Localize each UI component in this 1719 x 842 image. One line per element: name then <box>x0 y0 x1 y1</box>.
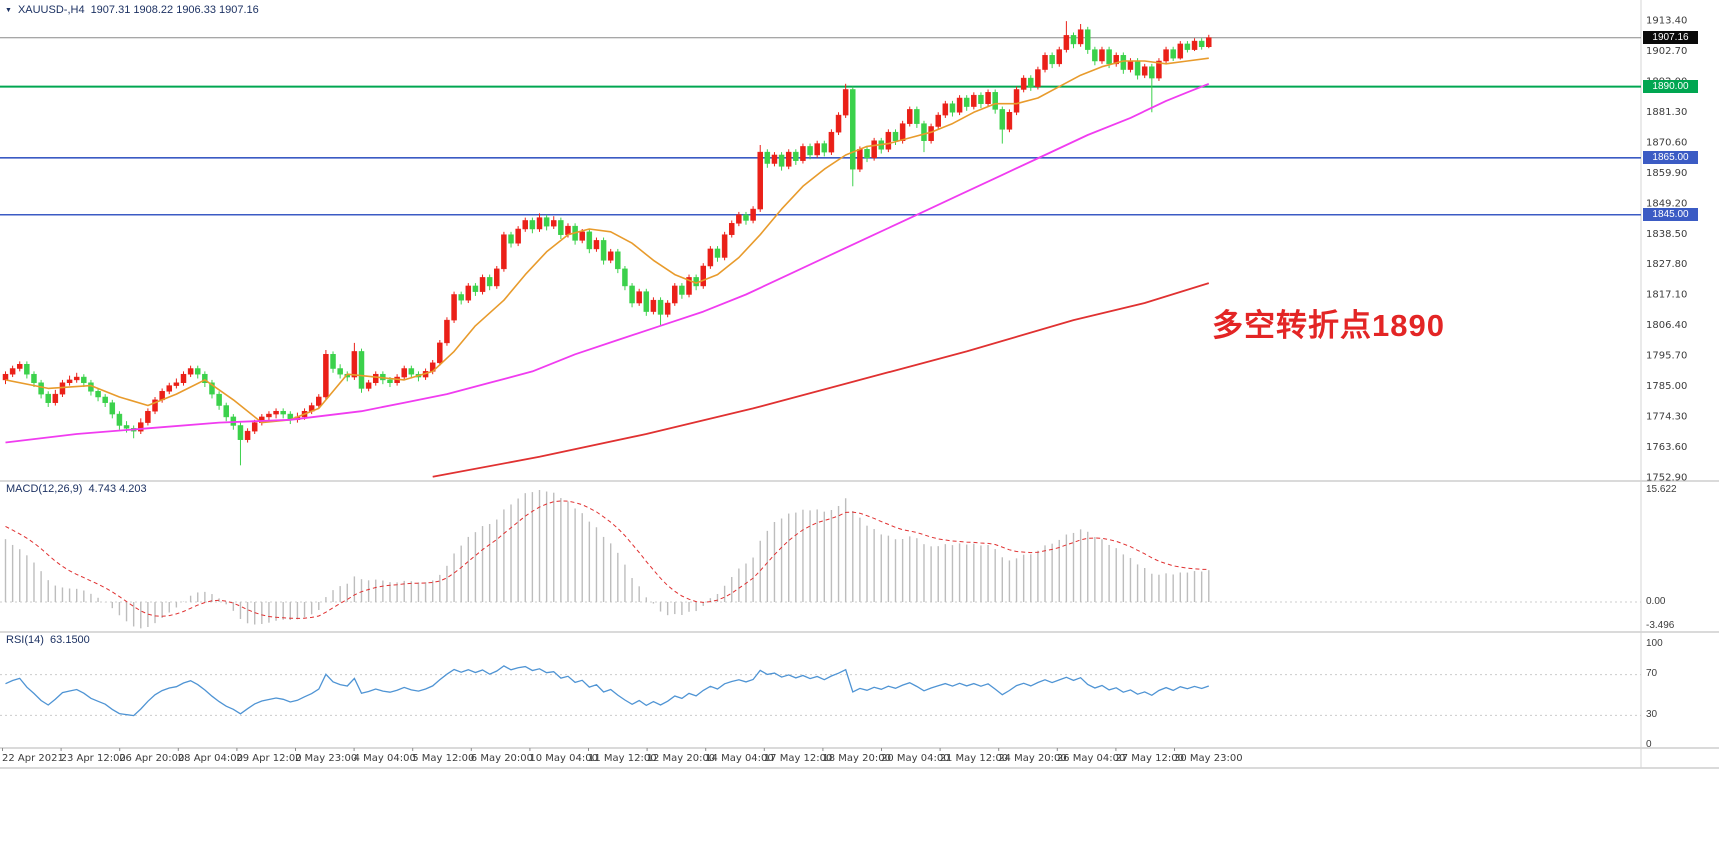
symbol-dropdown-icon[interactable]: ▼ <box>5 6 12 14</box>
macd-name: MACD(12,26,9) <box>6 483 83 495</box>
time-axis-label: 22 Apr 2021 <box>2 753 64 764</box>
price-axis-label: 1827.80 <box>1646 259 1687 270</box>
time-axis-label: 2 May 23:00 <box>295 753 357 764</box>
price-axis-label: 1752.90 <box>1646 473 1687 484</box>
time-axis-label: 29 Apr 12:00 <box>236 753 301 764</box>
rsi-value: 63.1500 <box>50 634 90 646</box>
time-axis-label: 20 May 04:00 <box>881 753 950 764</box>
ma-slow-line <box>432 282 1210 478</box>
price-level-badge-1890: 1890.00 <box>1643 80 1698 93</box>
time-axis-label: 27 May 12:00 <box>1115 753 1184 764</box>
rsi-line <box>5 665 1210 717</box>
macd-values: 4.743 4.203 <box>88 483 147 495</box>
price-level-badge-1865: 1865.00 <box>1643 151 1698 164</box>
ma-mid-line <box>5 82 1210 444</box>
current-price-badge: 1907.16 <box>1643 31 1698 44</box>
time-axis-label: 5 May 12:00 <box>412 753 474 764</box>
price-axis-label: 1785.00 <box>1646 381 1687 392</box>
time-axis-label: 30 May 23:00 <box>1174 753 1243 764</box>
price-axis-label: 1849.20 <box>1646 198 1687 209</box>
macd-axis-min-label: -3.496 <box>1646 620 1675 631</box>
macd-axis-zero-label: 0.00 <box>1646 596 1666 607</box>
time-axis-label: 21 May 12:00 <box>940 753 1009 764</box>
macd-axis-max-label: 15.622 <box>1646 484 1677 495</box>
price-axis-label: 1859.90 <box>1646 168 1687 179</box>
price-axis-label: 1902.70 <box>1646 46 1687 57</box>
price-axis-label: 1881.30 <box>1646 107 1687 118</box>
time-axis-label: 23 Apr 12:00 <box>61 753 126 764</box>
price-axis-label: 1838.50 <box>1646 229 1687 240</box>
annotation-text: 多空转折点1890 <box>1212 308 1445 343</box>
rsi-axis-100-label: 100 <box>1646 638 1663 649</box>
time-axis-label: 14 May 04:00 <box>705 753 774 764</box>
time-axis-label: 28 Apr 04:00 <box>178 753 243 764</box>
time-axis-label: 12 May 20:00 <box>647 753 716 764</box>
rsi-axis-0-label: 0 <box>1646 739 1652 750</box>
time-axis-label: 17 May 12:00 <box>764 753 833 764</box>
time-axis-label: 18 May 20:00 <box>822 753 891 764</box>
ohlc-values: 1907.31 1908.22 1906.33 1907.16 <box>90 4 259 16</box>
rsi-name: RSI(14) <box>6 634 44 646</box>
price-axis-label: 1806.40 <box>1646 320 1687 331</box>
macd-indicator-label: MACD(12,26,9) 4.743 4.203 <box>6 483 147 495</box>
price-axis-label: 1763.60 <box>1646 442 1687 453</box>
price-axis-label: 1870.60 <box>1646 137 1687 148</box>
chart-header: ▼ XAUUSD-,H4 1907.31 1908.22 1906.33 190… <box>5 4 259 16</box>
time-axis-label: 26 May 04:00 <box>1057 753 1126 764</box>
symbol-timeframe-label: XAUUSD-,H4 <box>17 4 85 16</box>
price-axis-label: 1913.40 <box>1646 16 1687 27</box>
price-level-badge-1845: 1845.00 <box>1643 208 1698 221</box>
rsi-indicator-label: RSI(14) 63.1500 <box>6 634 90 646</box>
price-axis-label: 1795.70 <box>1646 351 1687 362</box>
rsi-axis-30-label: 30 <box>1646 709 1658 720</box>
time-axis-label: 10 May 04:00 <box>529 753 598 764</box>
ma-fast-line <box>5 57 1209 424</box>
time-axis-label: 6 May 20:00 <box>471 753 533 764</box>
macd-signal-line <box>5 500 1209 619</box>
rsi-axis-70-label: 70 <box>1646 668 1658 679</box>
time-axis-label: 4 May 04:00 <box>354 753 416 764</box>
time-axis-label: 24 May 20:00 <box>998 753 1067 764</box>
price-axis-label: 1774.30 <box>1646 412 1687 423</box>
time-axis-label: 26 Apr 20:00 <box>119 753 184 764</box>
time-axis-label: 11 May 12:00 <box>588 753 657 764</box>
price-axis-label: 1817.10 <box>1646 290 1687 301</box>
